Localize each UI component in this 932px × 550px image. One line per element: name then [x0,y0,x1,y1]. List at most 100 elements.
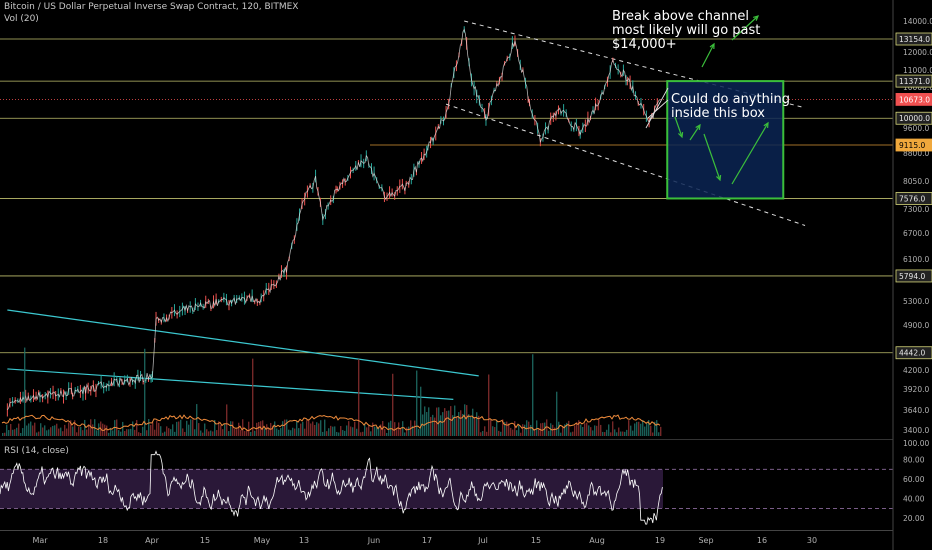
price-series [6,26,661,417]
volume-bar [362,431,364,436]
volume-bar [330,425,332,436]
volume-bar [560,432,562,436]
price-level-tag-label: 9115.0 [899,141,925,150]
x-tick-label: Sep [698,536,713,545]
annotation-arrow [701,43,715,68]
volume-bar [364,423,366,436]
volume-bar [654,421,656,436]
price-level-tag [895,346,932,360]
volume-bar [574,425,576,436]
volume-bar [244,431,246,436]
annotation-arrowhead [763,121,769,129]
volume-bar [222,429,224,436]
x-tick-label: 19 [655,536,665,545]
volume-bar [536,420,538,436]
price-level-tag-label: 10000.0 [899,114,930,123]
volume-bar [66,428,68,436]
volume-bar [274,421,276,436]
volume-bar [624,431,626,436]
price-level-tag [895,138,932,152]
volume-bar [134,429,136,436]
volume-bar [292,427,294,436]
volume-bar [424,406,426,436]
price-level-tag [895,192,932,205]
volume-bar [622,431,624,436]
volume-bar [286,419,288,436]
volume-bar [358,359,360,436]
volume-bar [502,419,504,436]
volume-bar [538,429,540,436]
volume-bar [484,426,486,436]
annotation-arrow [689,124,701,141]
breakout-annotation: Break above channel most likely will go … [612,9,761,52]
volume-bar [210,430,212,436]
volume-bar [638,421,640,436]
volume-bar [558,421,560,436]
volume-bar [352,427,354,436]
y-tick-label: 4200.0 [903,366,929,375]
volume-bar [20,432,22,436]
volume-bar [416,370,418,436]
volume-bar [162,432,164,436]
volume-bar [50,427,52,436]
rsi-tick-label: 80.00 [903,456,925,465]
channel-line [445,103,806,226]
volume-bar [86,429,88,436]
volume-bar [620,431,622,436]
volume-bar [42,427,44,436]
volume-bar [500,431,502,436]
volume-bar [590,427,592,436]
volume-bar [26,425,28,436]
volume-bar [610,432,612,436]
volume-bar [252,358,254,436]
volume-bar [322,431,324,436]
annotation-arrowhead [695,123,701,131]
volume-bar [512,429,514,436]
volume-bar [138,432,140,436]
x-tick-label: 30 [807,536,817,545]
volume-bar [276,428,278,436]
volume-bar [444,408,446,436]
volume-bar [84,419,86,436]
volume-bar [168,428,170,436]
volume-bar [354,421,356,436]
volume-bar [600,424,602,436]
volume-bar [206,429,208,436]
volume-bar [72,426,74,436]
volume-bar [64,424,66,436]
x-tick-label: 15 [200,536,210,545]
y-tick-label: 7300.0 [903,205,929,214]
volume-bar [212,431,214,436]
volume-bar [468,414,470,436]
volume-bar [36,432,38,436]
volume-bar [606,429,608,436]
volume-bar [182,428,184,436]
volume-bar [124,431,126,436]
volume-bar [406,427,408,436]
volume-bar [4,432,6,436]
chart-title: Bitcoin / US Dollar Perpetual Inverse Sw… [4,2,299,12]
volume-bar [226,404,228,436]
volume-bar [506,421,508,436]
rsi-tick-label: 20.00 [903,514,925,523]
volume-bar [154,429,156,436]
volume-bar [130,428,132,436]
volume-bar [584,423,586,436]
volume-bar [648,420,650,436]
volume-bar [122,421,124,436]
volume-bar [56,423,58,436]
volume-bar [428,407,430,436]
volume-bar [254,430,256,436]
volume-bar [630,425,632,436]
volume-bar [596,425,598,436]
volume-bar [626,429,628,436]
volume-bar [264,428,266,436]
volume-bar [404,432,406,436]
volume-bar [508,423,510,436]
volume-bar [402,421,404,436]
x-tick-label: Mar [32,536,48,545]
rsi-line [0,450,663,525]
x-tick-label: Jun [367,536,381,545]
volume-bar [342,430,344,436]
